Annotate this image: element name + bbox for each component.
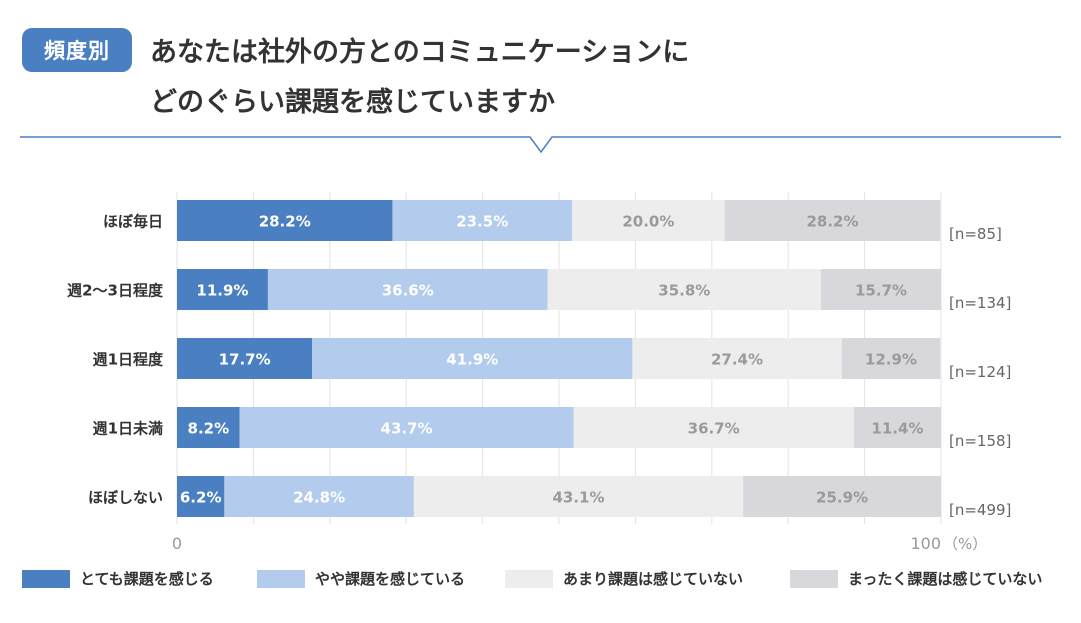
data-label: 35.8% [658,282,710,300]
data-label: 36.6% [382,282,434,300]
bar-segment [632,338,842,379]
sample-size-label: [n=85] [949,225,1002,243]
data-label: 41.9% [446,351,498,369]
x-tick-label: 0 [172,534,182,553]
bar-segment [743,476,941,517]
divider-line [20,136,1061,154]
data-label: 24.8% [293,489,345,507]
legend-swatch [790,569,838,588]
legend-label: あまり課題は感じていない [563,570,744,588]
bar-segment [392,200,572,241]
legend-item: あまり課題は感じていない [505,568,743,589]
data-label: 28.2% [806,213,858,231]
page-title-line-2: どのぐらい課題を感じていますか [150,87,555,118]
bar-segment [571,200,725,241]
category-label: 週1日未満 [93,420,163,438]
data-label: 28.2% [259,213,311,231]
legend-label: やや課題を感じている [315,570,466,588]
data-label: 36.7% [688,420,740,438]
data-label: 8.2% [188,420,230,438]
legend-label: とても課題を感じる [80,570,214,588]
data-label: 11.4% [871,420,923,438]
data-label: 43.1% [552,489,604,507]
legend-item: とても課題を感じる [22,568,214,589]
sample-size-label: [n=134] [949,294,1011,312]
bar-segment [177,338,313,379]
frequency-badge: 頻度別 [22,28,132,72]
bar-segment [841,338,941,379]
data-label: 17.7% [219,351,271,369]
data-label: 27.4% [711,351,763,369]
data-label: 12.9% [865,351,917,369]
bar-segment [547,269,822,310]
chart-legend: とても課題を感じる やや課題を感じている あまり課題は感じていない まったく課題は感じ… [0,568,1081,594]
category-label: 週2〜3日程度 [67,282,164,300]
legend-item: まったく課題は感じていない [790,568,1042,589]
sample-size-label: [n=124] [949,363,1011,381]
x-unit-label: （%） [943,535,987,553]
x-tick-label: 100 [910,534,941,553]
bar-segment [853,407,941,448]
legend-swatch [505,569,553,588]
bar-segment [177,269,268,310]
data-label: 43.7% [381,420,433,438]
data-label: 25.9% [816,489,868,507]
data-label: 15.7% [855,282,907,300]
bar-segment [177,407,240,448]
page-title-line-1: あなたは社外の方とのコミュニケーションに [150,37,690,68]
data-label: 6.2% [180,489,222,507]
legend-label: まったく課題は感じていない [848,570,1043,588]
sample-size-label: [n=499] [949,501,1011,519]
category-label: 週1日程度 [93,351,164,369]
bar-segment [267,269,548,310]
bar-segment [413,476,744,517]
bar-segment [724,200,941,241]
bar-segment [239,407,574,448]
category-label: ほぼ毎日 [103,213,163,231]
legend-swatch [22,569,70,588]
bar-segment [177,476,225,517]
category-label: ほぼしない [88,489,163,507]
bar-segment [177,200,393,241]
legend-item: やや課題を感じている [257,568,465,589]
sample-size-label: [n=158] [949,432,1011,450]
data-label: 11.9% [196,282,248,300]
legend-swatch [257,569,305,588]
bar-segment [821,269,941,310]
data-label: 20.0% [622,213,674,231]
bar-segment [224,476,414,517]
bar-segment [573,407,854,448]
stacked-bar-chart: ほぼ毎日 28.2% 23.5% 20.0% 28.2% [n=85] 週2〜3日程度 11.… [67,192,1011,553]
bar-segment [312,338,633,379]
header-divider [20,136,1061,154]
data-label: 23.5% [456,213,508,231]
